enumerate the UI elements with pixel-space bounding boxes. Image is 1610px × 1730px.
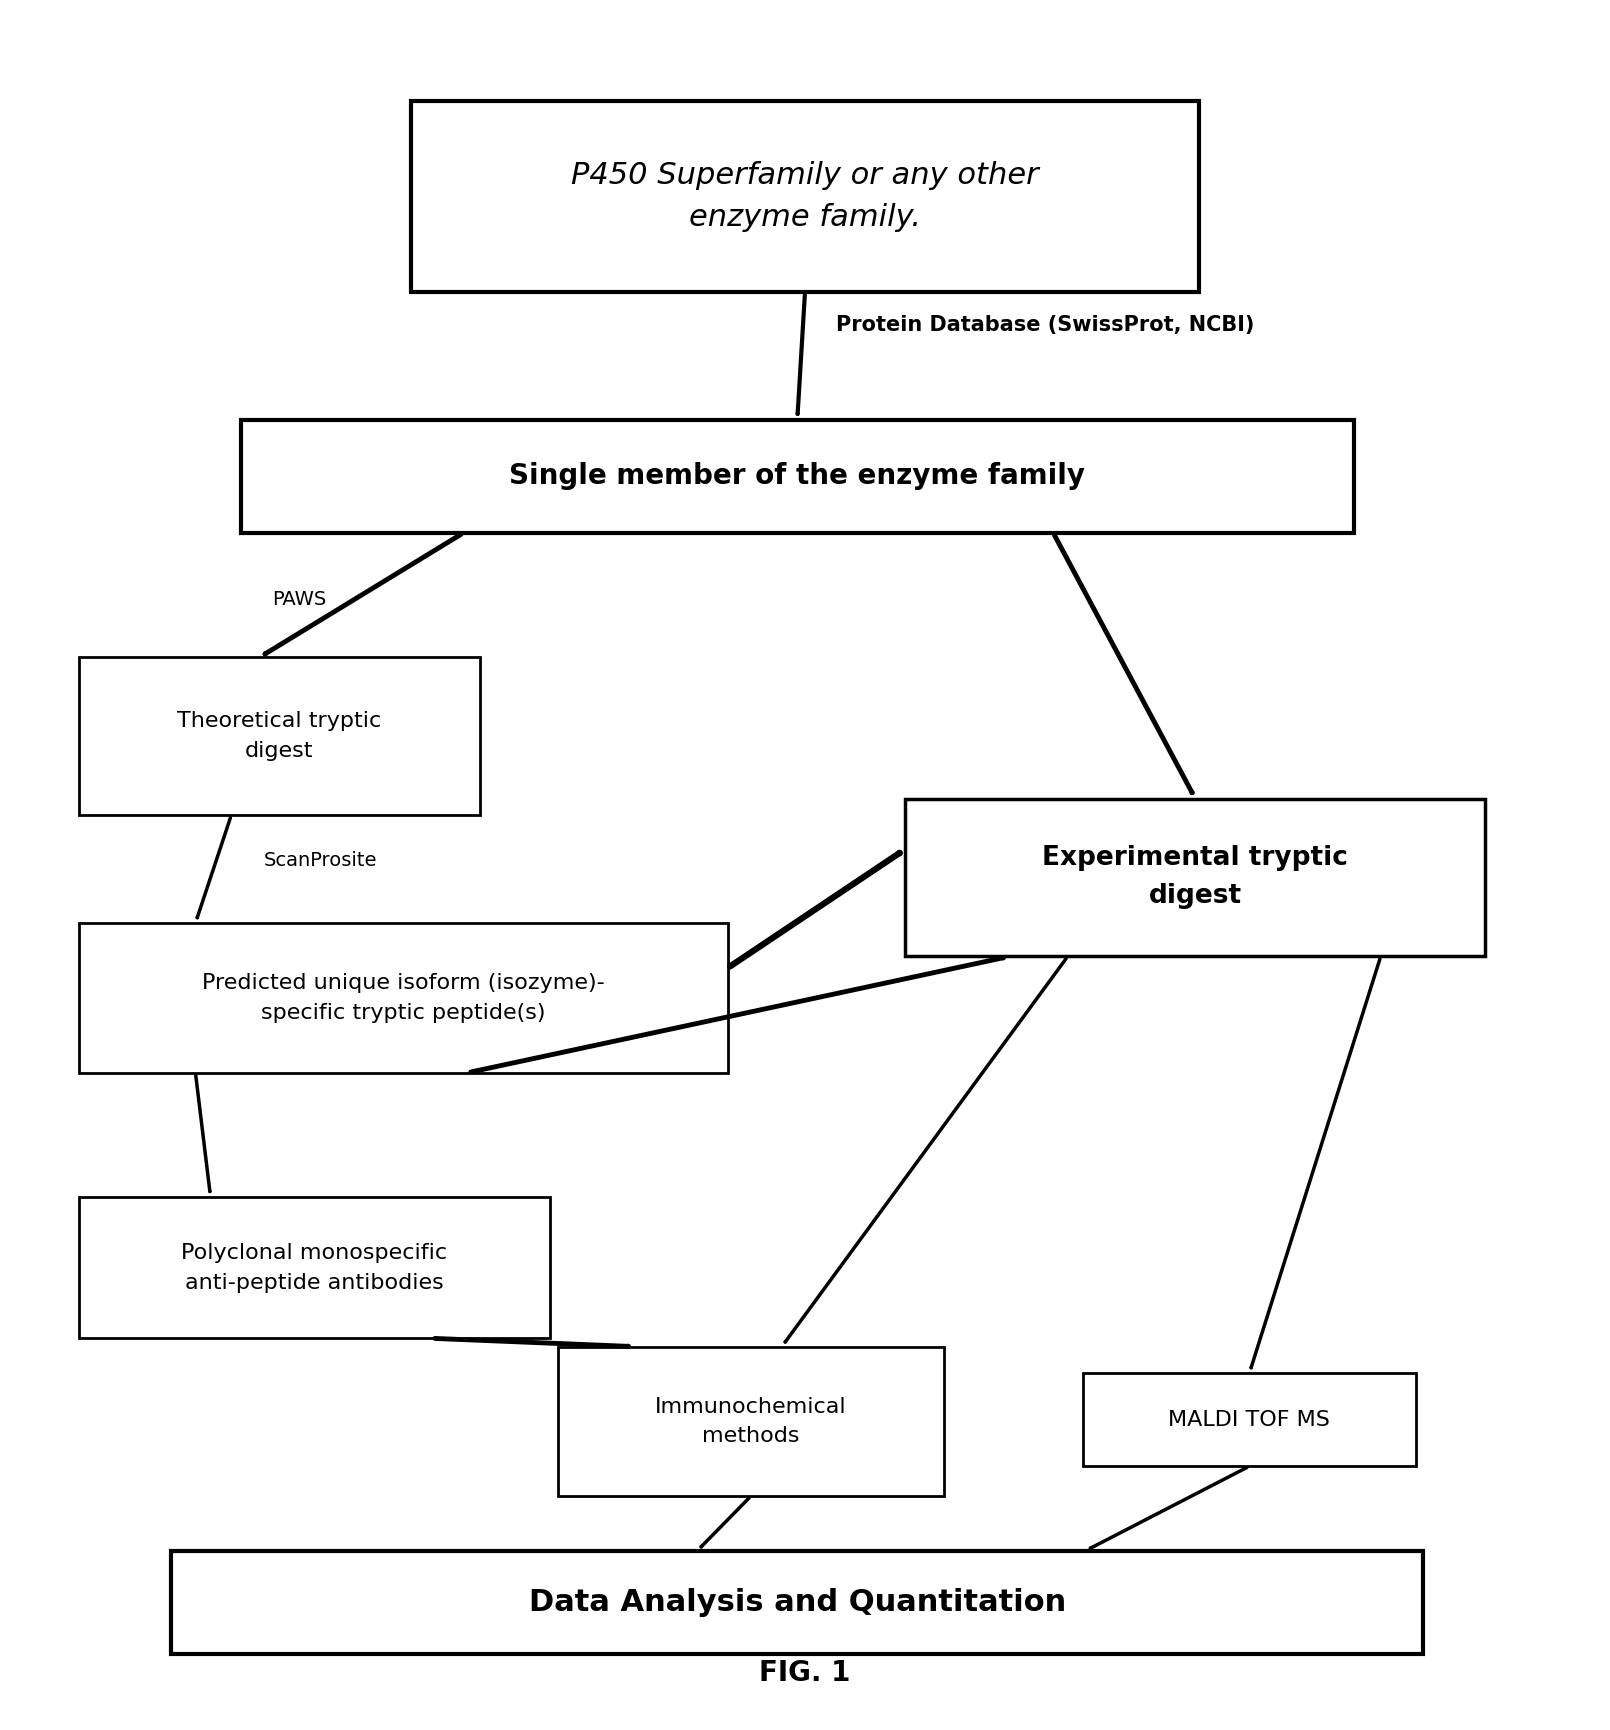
Text: Protein Database (SwissProt, NCBI): Protein Database (SwissProt, NCBI) <box>836 315 1254 336</box>
FancyBboxPatch shape <box>171 1550 1423 1654</box>
Text: Immunochemical
methods: Immunochemical methods <box>655 1396 847 1446</box>
Text: Predicted unique isoform (isozyme)-
specific tryptic peptide(s): Predicted unique isoform (isozyme)- spec… <box>201 972 604 1022</box>
FancyBboxPatch shape <box>411 100 1199 292</box>
Text: MALDI TOF MS: MALDI TOF MS <box>1169 1410 1330 1429</box>
Text: Single member of the enzyme family: Single member of the enzyme family <box>509 462 1085 490</box>
Text: ScanProsite: ScanProsite <box>264 851 377 870</box>
FancyBboxPatch shape <box>905 799 1484 957</box>
Text: FIG. 1: FIG. 1 <box>760 1659 850 1687</box>
FancyBboxPatch shape <box>79 657 480 815</box>
Text: Data Analysis and Quantitation: Data Analysis and Quantitation <box>528 1588 1066 1618</box>
FancyBboxPatch shape <box>242 420 1354 533</box>
FancyBboxPatch shape <box>79 1197 551 1339</box>
Text: Experimental tryptic
digest: Experimental tryptic digest <box>1042 846 1348 910</box>
FancyBboxPatch shape <box>1084 1374 1415 1467</box>
FancyBboxPatch shape <box>79 924 728 1073</box>
Text: Polyclonal monospecific
anti-peptide antibodies: Polyclonal monospecific anti-peptide ant… <box>182 1242 448 1292</box>
Text: Theoretical tryptic
digest: Theoretical tryptic digest <box>177 711 382 761</box>
Text: P450 Superfamily or any other
enzyme family.: P450 Superfamily or any other enzyme fam… <box>572 161 1038 232</box>
Text: PAWS: PAWS <box>272 590 325 609</box>
FancyBboxPatch shape <box>557 1346 943 1496</box>
